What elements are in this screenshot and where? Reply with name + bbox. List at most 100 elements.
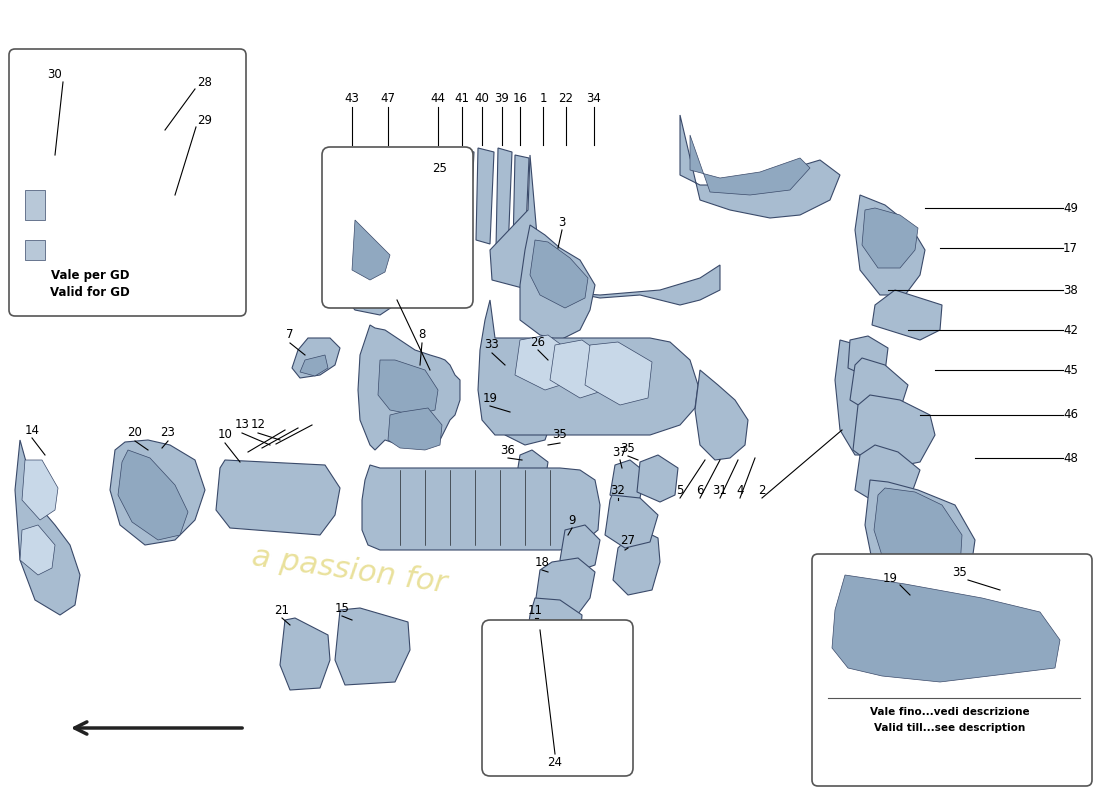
Text: 31: 31 — [713, 483, 727, 497]
Text: 34: 34 — [586, 91, 602, 105]
Polygon shape — [835, 340, 886, 455]
Polygon shape — [848, 336, 888, 378]
Polygon shape — [292, 338, 340, 378]
Text: 20: 20 — [128, 426, 142, 439]
Text: 40: 40 — [474, 91, 490, 105]
Text: Valid till...see description: Valid till...see description — [874, 723, 1025, 733]
Polygon shape — [865, 480, 975, 605]
Text: 10: 10 — [218, 429, 232, 442]
Polygon shape — [515, 335, 575, 390]
Text: 35: 35 — [620, 442, 636, 454]
Polygon shape — [25, 145, 104, 285]
Polygon shape — [338, 175, 402, 315]
Polygon shape — [637, 455, 678, 502]
Text: 15: 15 — [334, 602, 350, 614]
Polygon shape — [25, 190, 45, 220]
FancyBboxPatch shape — [482, 620, 632, 776]
Polygon shape — [280, 618, 330, 690]
Polygon shape — [492, 360, 530, 400]
Text: 25: 25 — [432, 162, 448, 174]
Text: 1: 1 — [539, 91, 547, 105]
Polygon shape — [695, 370, 748, 460]
Polygon shape — [525, 598, 582, 668]
Polygon shape — [520, 225, 595, 340]
Text: 14: 14 — [24, 423, 40, 437]
Text: 49: 49 — [1063, 202, 1078, 214]
Polygon shape — [358, 325, 460, 450]
Text: 23: 23 — [161, 426, 175, 439]
Polygon shape — [362, 465, 600, 550]
Text: 3: 3 — [559, 215, 565, 229]
Text: 36: 36 — [500, 443, 516, 457]
Polygon shape — [216, 460, 340, 535]
Text: 45: 45 — [1063, 363, 1078, 377]
Polygon shape — [690, 135, 810, 195]
Text: 8: 8 — [418, 329, 426, 342]
Polygon shape — [458, 148, 474, 232]
Text: 26: 26 — [530, 335, 546, 349]
Text: 41: 41 — [454, 91, 470, 105]
Text: 46: 46 — [1063, 409, 1078, 422]
Text: 16: 16 — [513, 91, 528, 105]
Text: Valid for GD: Valid for GD — [51, 286, 130, 298]
Text: 24: 24 — [548, 755, 562, 769]
Text: 39: 39 — [495, 91, 509, 105]
Text: 4: 4 — [736, 483, 744, 497]
Text: Vale per GD: Vale per GD — [51, 269, 130, 282]
FancyBboxPatch shape — [812, 554, 1092, 786]
Polygon shape — [438, 155, 452, 228]
Text: a passion for: a passion for — [250, 542, 449, 598]
Polygon shape — [680, 115, 840, 218]
Text: 48: 48 — [1063, 451, 1078, 465]
Polygon shape — [15, 440, 80, 615]
Polygon shape — [505, 645, 600, 722]
Text: 33: 33 — [485, 338, 499, 351]
Text: 9: 9 — [569, 514, 575, 526]
Polygon shape — [535, 558, 595, 622]
Text: 11: 11 — [528, 603, 542, 617]
Text: 30: 30 — [47, 69, 63, 82]
Text: 2: 2 — [758, 483, 766, 497]
Text: 6: 6 — [696, 483, 704, 497]
Polygon shape — [513, 155, 529, 252]
Polygon shape — [850, 358, 908, 415]
Text: 44: 44 — [430, 91, 446, 105]
Polygon shape — [496, 148, 512, 252]
Polygon shape — [874, 488, 962, 598]
Polygon shape — [336, 608, 410, 685]
Text: Vale fino...vedi descrizione: Vale fino...vedi descrizione — [870, 707, 1030, 717]
Polygon shape — [20, 525, 55, 575]
Polygon shape — [605, 495, 658, 548]
Text: 35: 35 — [552, 429, 568, 442]
Polygon shape — [348, 173, 430, 255]
Polygon shape — [855, 445, 920, 505]
Text: 43: 43 — [344, 91, 360, 105]
Polygon shape — [110, 440, 205, 545]
Polygon shape — [530, 240, 588, 308]
Polygon shape — [516, 450, 548, 488]
Polygon shape — [550, 340, 610, 398]
Polygon shape — [100, 175, 190, 220]
Polygon shape — [25, 240, 45, 260]
Polygon shape — [378, 360, 438, 415]
Polygon shape — [110, 120, 175, 175]
Polygon shape — [532, 350, 568, 395]
Text: 13: 13 — [234, 418, 250, 431]
Polygon shape — [855, 195, 925, 295]
Polygon shape — [388, 408, 442, 450]
Polygon shape — [505, 400, 552, 445]
Polygon shape — [862, 208, 918, 268]
Text: 22: 22 — [559, 91, 573, 105]
FancyBboxPatch shape — [9, 49, 246, 316]
Text: 47: 47 — [381, 91, 396, 105]
Polygon shape — [610, 460, 645, 505]
Text: 18: 18 — [535, 555, 549, 569]
Text: 29: 29 — [198, 114, 212, 126]
Text: 5: 5 — [676, 483, 684, 497]
Polygon shape — [826, 578, 1072, 688]
Text: 32: 32 — [610, 483, 626, 497]
Polygon shape — [613, 528, 660, 595]
Polygon shape — [832, 575, 1060, 682]
Polygon shape — [22, 460, 58, 520]
Polygon shape — [872, 290, 942, 340]
